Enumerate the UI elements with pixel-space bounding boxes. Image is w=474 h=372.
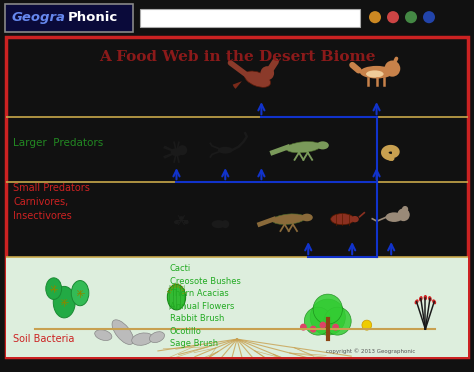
Ellipse shape	[149, 332, 164, 343]
Ellipse shape	[245, 71, 271, 87]
Text: Rabbit Brush: Rabbit Brush	[170, 314, 224, 323]
Ellipse shape	[385, 212, 403, 222]
Circle shape	[405, 11, 417, 23]
Text: Ocotillo: Ocotillo	[170, 327, 201, 336]
Text: A Food Web in the Desert Biome: A Food Web in the Desert Biome	[99, 50, 375, 64]
Circle shape	[332, 324, 339, 331]
Circle shape	[362, 320, 372, 330]
Ellipse shape	[366, 70, 383, 78]
Circle shape	[304, 307, 332, 335]
Text: Annual Flowers: Annual Flowers	[170, 302, 234, 311]
Ellipse shape	[428, 296, 432, 301]
Circle shape	[319, 322, 326, 328]
Ellipse shape	[211, 220, 225, 228]
Ellipse shape	[432, 299, 436, 304]
Text: Small Predators
Carnivores,
Insectivores: Small Predators Carnivores, Insectivores	[13, 183, 91, 221]
Ellipse shape	[360, 66, 393, 78]
Ellipse shape	[179, 216, 184, 220]
Ellipse shape	[132, 333, 153, 345]
Circle shape	[221, 220, 229, 228]
Circle shape	[313, 294, 342, 324]
Text: Phonic: Phonic	[68, 11, 118, 24]
Circle shape	[369, 11, 381, 23]
Text: Thorn Acacias: Thorn Acacias	[170, 289, 228, 298]
Ellipse shape	[415, 299, 419, 304]
Ellipse shape	[174, 220, 179, 224]
Ellipse shape	[53, 286, 75, 318]
Circle shape	[310, 299, 346, 335]
Text: Cacti: Cacti	[170, 264, 191, 273]
Circle shape	[177, 145, 187, 155]
Ellipse shape	[351, 216, 359, 222]
Ellipse shape	[171, 148, 182, 156]
Ellipse shape	[424, 295, 427, 300]
Ellipse shape	[112, 320, 134, 344]
Ellipse shape	[419, 296, 423, 301]
Ellipse shape	[184, 220, 189, 224]
Ellipse shape	[167, 284, 186, 310]
Text: Creosote Bushes: Creosote Bushes	[170, 277, 240, 286]
FancyBboxPatch shape	[5, 4, 133, 32]
Ellipse shape	[218, 147, 233, 154]
Text: Soil Bacteria: Soil Bacteria	[13, 334, 75, 344]
Ellipse shape	[331, 214, 354, 225]
Circle shape	[423, 11, 435, 23]
FancyBboxPatch shape	[140, 9, 360, 27]
Circle shape	[260, 66, 274, 80]
Bar	[6, 257, 468, 357]
FancyArrowPatch shape	[352, 65, 359, 70]
Ellipse shape	[71, 280, 89, 306]
FancyArrowPatch shape	[395, 58, 396, 61]
Ellipse shape	[286, 142, 321, 153]
Ellipse shape	[95, 330, 112, 340]
Text: Sage Brush: Sage Brush	[170, 339, 218, 348]
Circle shape	[310, 326, 317, 333]
Circle shape	[300, 324, 307, 331]
Text: Larger  Predators: Larger Predators	[13, 138, 104, 148]
Circle shape	[384, 61, 400, 77]
Circle shape	[402, 206, 408, 212]
Text: Plant Eaters: Plant Eaters	[13, 220, 76, 230]
Ellipse shape	[317, 141, 329, 150]
Text: copyright © 2013 Geographonic: copyright © 2013 Geographonic	[326, 349, 416, 354]
Ellipse shape	[272, 214, 305, 224]
Ellipse shape	[301, 214, 313, 221]
Ellipse shape	[46, 278, 62, 299]
Ellipse shape	[388, 156, 394, 161]
Circle shape	[387, 11, 399, 23]
Circle shape	[397, 208, 410, 221]
FancyArrowPatch shape	[267, 61, 275, 75]
Wedge shape	[233, 81, 242, 89]
FancyArrowPatch shape	[230, 63, 247, 76]
Text: Geogra: Geogra	[12, 11, 66, 24]
Circle shape	[324, 307, 351, 335]
